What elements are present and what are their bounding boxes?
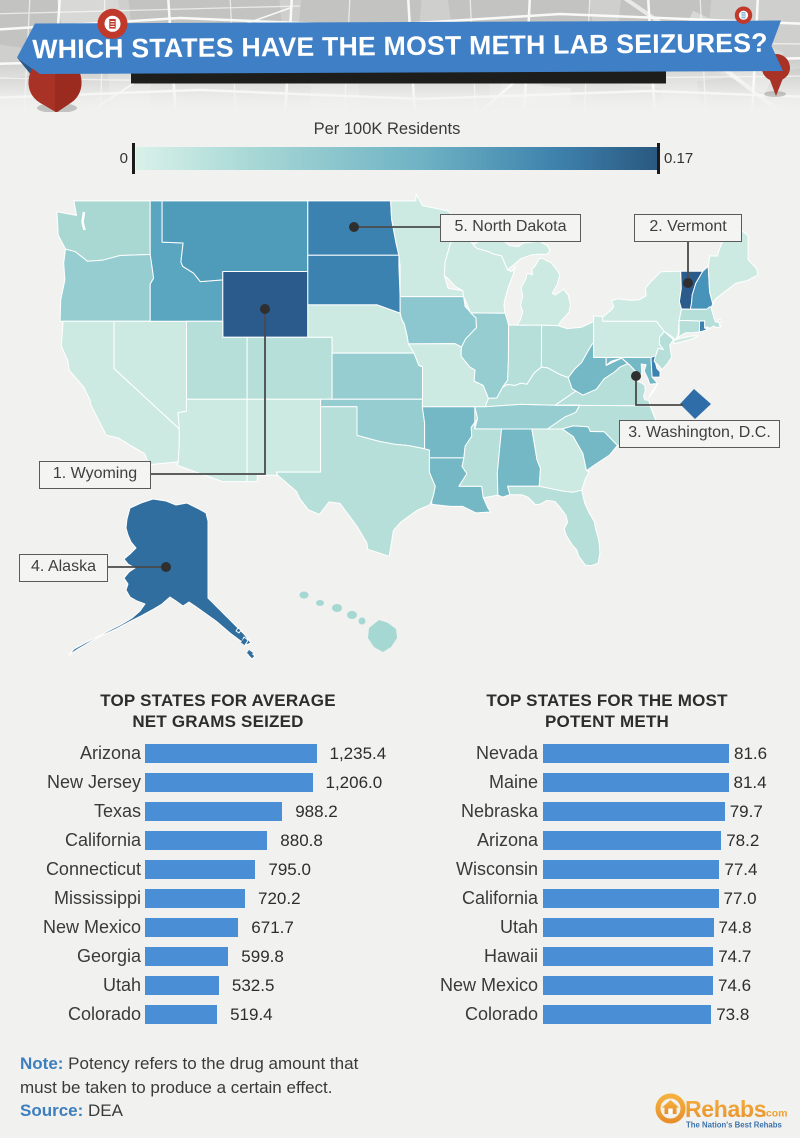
svg-text:Rehabs: Rehabs <box>685 1096 766 1122</box>
svg-text:.com: .com <box>763 1108 788 1120</box>
svg-text:The Nation's Best Rehabs: The Nation's Best Rehabs <box>686 1121 783 1130</box>
